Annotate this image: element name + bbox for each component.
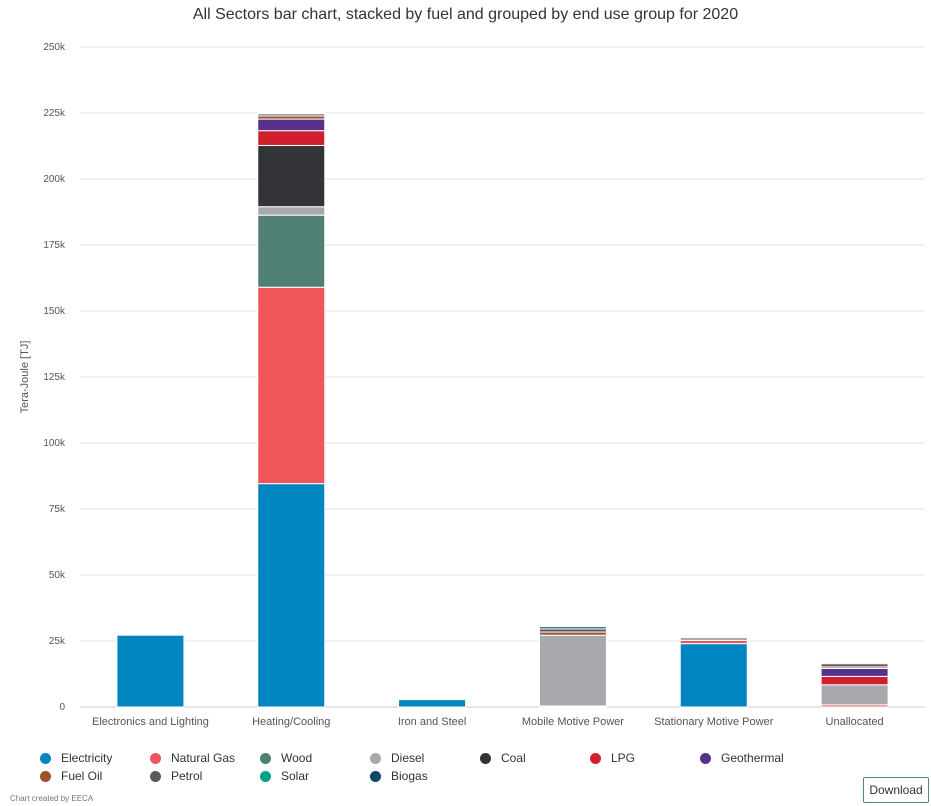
legend-item-biogas[interactable]: Biogas	[370, 768, 480, 784]
legend-label: Coal	[501, 751, 526, 765]
legend-item-solar[interactable]: Solar	[260, 768, 370, 784]
legend-label: Geothermal	[721, 751, 784, 765]
legend-label: Biogas	[391, 769, 428, 783]
bar-segment-electricity[interactable]	[116, 634, 185, 708]
grid-layer	[80, 46, 925, 708]
credits[interactable]: Chart created by EECA	[10, 794, 94, 803]
bar-segment-coal[interactable]	[257, 144, 326, 208]
legend-label: LPG	[611, 751, 636, 765]
x-axis-categories: Electronics and Lighting Heating/Cooling I…	[92, 716, 884, 728]
y-axis-title: Tera-Joule [TJ]	[19, 341, 31, 414]
legend-swatch	[700, 752, 711, 764]
y-tick-label: 200k	[43, 174, 66, 185]
bar-segment-lpg[interactable]	[257, 130, 326, 146]
legend-label: Solar	[281, 769, 310, 783]
y-axis-ticks: 0 25k 50k 75k 100k 125k 150k 175k 200k 225k 250k	[43, 42, 66, 713]
y-tick-label: 75k	[49, 504, 66, 515]
bar-segment-diesel[interactable]	[820, 684, 889, 706]
legend-swatch	[480, 752, 491, 764]
legend-item-fuel-oil[interactable]: Fuel Oil	[40, 768, 150, 784]
y-tick-label: 150k	[43, 306, 66, 317]
bar-layer	[116, 111, 889, 708]
bar-segment-electricity[interactable]	[679, 643, 748, 708]
bar-segment-diesel[interactable]	[538, 634, 607, 707]
legend-item-natural-gas[interactable]: Natural Gas	[150, 750, 260, 766]
legend-item-petrol[interactable]: Petrol	[150, 768, 260, 784]
bar-segment-lpg[interactable]	[820, 675, 889, 686]
legend-swatch	[260, 752, 271, 764]
bar-segment-petrol[interactable]	[679, 635, 748, 638]
legend-label: Wood	[281, 751, 313, 765]
x-category-label: Mobile Motive Power	[522, 716, 624, 728]
legend-swatch	[150, 752, 161, 764]
legend-label: Petrol	[171, 769, 203, 783]
legend-label: Fuel Oil	[61, 769, 103, 783]
y-tick-label: 225k	[43, 108, 66, 119]
legend-label: Natural Gas	[171, 751, 236, 765]
y-tick-label: 175k	[43, 240, 66, 251]
bar-segment-biogas[interactable]	[820, 662, 889, 665]
legend-item-lpg[interactable]: LPG	[590, 750, 700, 766]
x-category-label: Stationary Motive Power	[654, 716, 774, 728]
bar-segment-electricity[interactable]	[257, 483, 326, 708]
x-category-label: Iron and Steel	[398, 716, 467, 728]
legend: Electricity Natural Gas Wood Diesel Coal LPG G…	[40, 750, 900, 784]
bar-segment-natural-gas[interactable]	[257, 286, 326, 485]
chart-plot: 0 25k 50k 75k 100k 125k 150k 175k 200k 225k 250k E…	[19, 42, 925, 728]
legend-item-diesel[interactable]: Diesel	[370, 750, 480, 766]
legend-item-geothermal[interactable]: Geothermal	[700, 750, 810, 766]
legend-swatch	[260, 770, 271, 782]
y-tick-label: 25k	[49, 636, 66, 647]
bar-segment-geothermal[interactable]	[820, 667, 889, 677]
x-category-label: Unallocated	[826, 716, 884, 728]
legend-item-electricity[interactable]: Electricity	[40, 750, 150, 766]
y-tick-label: 50k	[49, 570, 66, 581]
x-category-label: Electronics and Lighting	[92, 716, 209, 728]
chart-title: All Sectors bar chart, stacked by fuel a…	[192, 6, 739, 23]
legend-label: Electricity	[61, 751, 113, 765]
bar-segment-geothermal[interactable]	[257, 118, 326, 132]
x-category-label: Heating/Cooling	[252, 716, 330, 728]
bar-segment-biogas[interactable]	[257, 111, 326, 114]
bar-segment-wood[interactable]	[257, 214, 326, 288]
legend-swatch	[40, 752, 51, 764]
legend-swatch	[590, 752, 601, 764]
y-tick-label: 125k	[43, 372, 66, 383]
legend-item-coal[interactable]: Coal	[480, 750, 590, 766]
legend-swatch	[40, 770, 51, 782]
bar-segment-electricity[interactable]	[398, 699, 467, 708]
legend-swatch	[150, 770, 161, 782]
bar-segment-diesel[interactable]	[257, 206, 326, 216]
download-button[interactable]: Download	[863, 777, 929, 803]
legend-label: Diesel	[391, 751, 425, 765]
legend-swatch	[370, 770, 381, 782]
legend-swatch	[370, 752, 381, 764]
bar-segment-biogas[interactable]	[538, 626, 607, 630]
legend-item-wood[interactable]: Wood	[260, 750, 370, 766]
y-tick-label: 0	[59, 702, 65, 713]
y-tick-label: 100k	[43, 438, 66, 449]
y-tick-label: 250k	[43, 42, 66, 53]
